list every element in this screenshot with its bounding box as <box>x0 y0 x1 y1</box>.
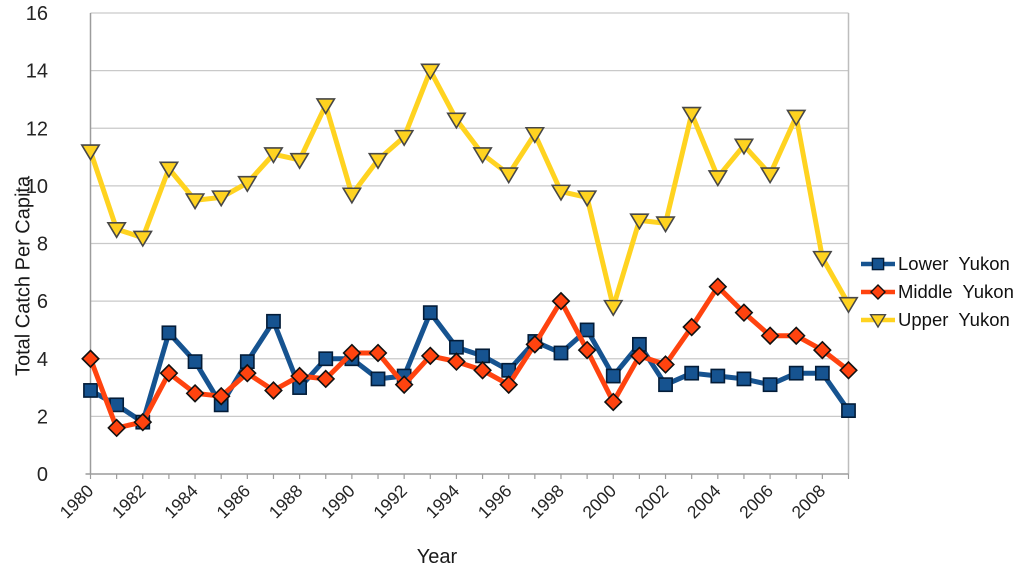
svg-text:8: 8 <box>37 234 48 256</box>
svg-text:1998: 1998 <box>526 481 568 523</box>
svg-text:2000: 2000 <box>578 481 620 523</box>
svg-text:6: 6 <box>37 291 48 313</box>
svg-text:1994: 1994 <box>422 481 464 523</box>
svg-text:2: 2 <box>37 406 48 428</box>
svg-text:1984: 1984 <box>160 481 202 523</box>
legend-square-marker-icon <box>861 257 895 271</box>
legend-item-middle-yukon: Middle Yukon <box>860 281 1014 303</box>
legend-item-lower-yukon: Lower Yukon <box>860 253 1014 275</box>
legend-triangle-marker-icon <box>861 313 895 329</box>
y-axis-title: Total Catch Per Capita <box>12 175 35 377</box>
svg-text:1990: 1990 <box>317 481 359 523</box>
svg-text:16: 16 <box>26 3 48 25</box>
series-upper-yukon <box>80 63 859 317</box>
series-middle-yukon <box>81 277 858 438</box>
legend-label-upper-yukon: Upper Yukon <box>898 309 1010 330</box>
x-tick-labels: 1980 1982 1984 1986 1988 1990 1992 1994 1996 1998… <box>56 481 830 523</box>
svg-text:0: 0 <box>37 464 48 486</box>
svg-text:1992: 1992 <box>369 481 411 523</box>
svg-text:2008: 2008 <box>788 481 830 523</box>
svg-text:2002: 2002 <box>631 481 673 523</box>
svg-text:2004: 2004 <box>683 481 725 523</box>
axes <box>85 13 850 479</box>
svg-text:4: 4 <box>37 349 48 371</box>
legend-label-lower-yukon: Lower Yukon <box>898 253 1010 274</box>
svg-text:2006: 2006 <box>735 481 777 523</box>
legend-label-middle-yukon: Middle Yukon <box>898 281 1014 302</box>
svg-text:12: 12 <box>26 118 48 140</box>
x-axis-title: Year <box>416 546 458 568</box>
svg-text:1986: 1986 <box>212 481 254 523</box>
svg-text:1996: 1996 <box>474 481 516 523</box>
legend-item-upper-yukon: Upper Yukon <box>860 309 1014 331</box>
gridlines <box>90 12 849 418</box>
svg-text:1980: 1980 <box>56 481 98 523</box>
y-tick-labels: 0 2 4 6 8 10 12 14 16 <box>26 3 48 486</box>
legend: Lower Yukon Middle Yukon Upper Yukon <box>860 253 1014 331</box>
svg-text:10: 10 <box>26 176 48 198</box>
svg-text:1982: 1982 <box>108 481 150 523</box>
svg-text:14: 14 <box>26 61 48 83</box>
svg-text:1988: 1988 <box>265 481 307 523</box>
legend-diamond-marker-icon <box>861 284 895 300</box>
